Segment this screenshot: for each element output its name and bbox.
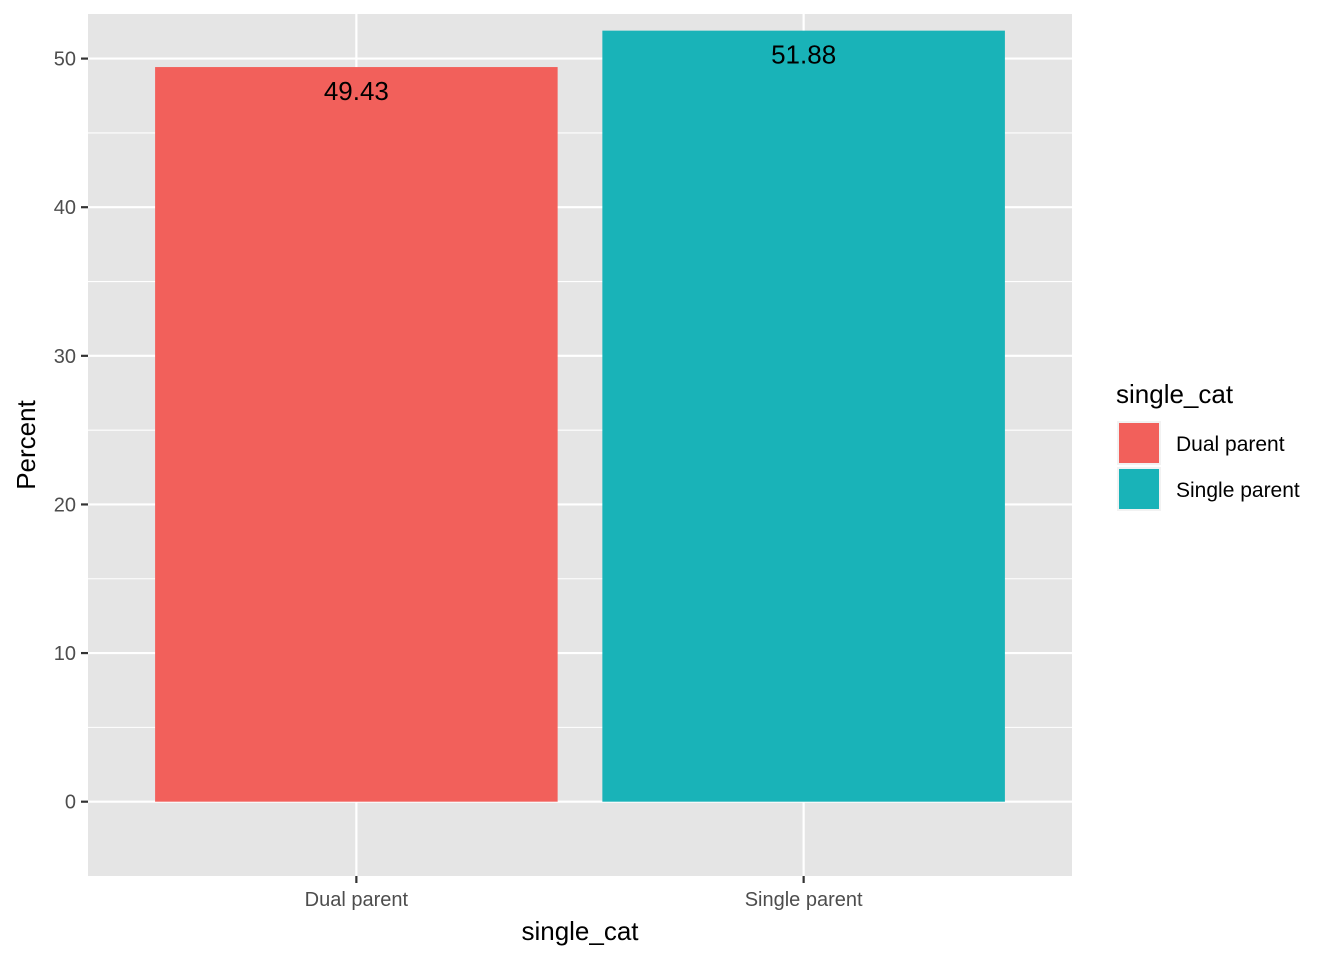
y-tick-label: 30 [54, 346, 76, 368]
y-tick-label: 20 [54, 494, 76, 516]
legend: single_cat Dual parent Single parent [1116, 379, 1300, 511]
y-tick-label: 10 [54, 643, 76, 665]
legend-label: Single parent [1176, 479, 1300, 502]
legend-label: Dual parent [1176, 433, 1285, 456]
bar-value-label: 51.88 [771, 40, 836, 70]
bar [155, 67, 558, 802]
y-axis: 0 10 20 30 40 50 [54, 49, 88, 814]
x-axis-title: single_cat [521, 916, 639, 946]
y-tick-label: 40 [54, 197, 76, 219]
bar [602, 30, 1005, 802]
bar-value-label: 49.43 [324, 76, 389, 106]
x-tick-label: Single parent [745, 889, 863, 911]
bars [155, 30, 1005, 802]
bar-data-labels: 49.43 51.88 [324, 40, 836, 106]
legend-title: single_cat [1116, 379, 1234, 409]
legend-swatch [1119, 469, 1159, 509]
legend-swatch [1119, 423, 1159, 463]
y-tick-label: 50 [54, 49, 76, 71]
y-axis-title: Percent [11, 399, 41, 489]
y-tick-label: 0 [65, 792, 76, 814]
x-tick-label: Dual parent [305, 889, 409, 911]
x-axis: Dual parent Single parent [305, 876, 863, 911]
